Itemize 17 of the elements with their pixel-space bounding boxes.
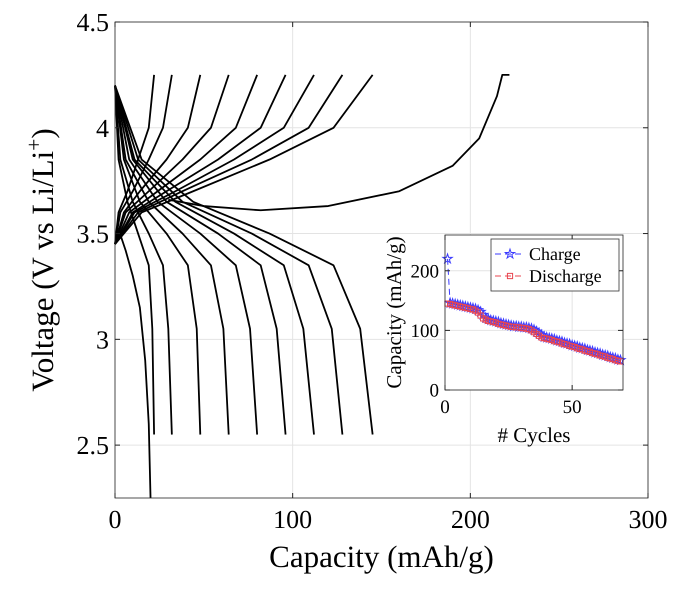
y-tick-label: 0 [430,380,439,402]
x-tick-label: 300 [628,505,668,534]
x-axis-title: # Cycles [498,423,570,447]
y-axis-title: Capacity (mAh/g) [382,236,406,389]
y-tick-label: 4.5 [76,8,109,38]
x-tick-label: 200 [450,505,490,534]
x-axis-title: Capacity (mAh/g) [269,539,494,574]
y-tick-label: 3.5 [76,220,109,249]
y-tick-label: 4 [96,114,109,143]
y-tick-label: 2.5 [76,431,109,460]
y-tick-label: 100 [410,321,439,342]
legend-label: Charge [529,244,581,264]
x-tick-label: 50 [562,397,582,418]
y-tick-label: 3 [96,325,109,354]
y-tick-label: 200 [410,261,439,282]
x-tick-label: 100 [273,505,312,534]
legend-label: Discharge [529,266,602,286]
